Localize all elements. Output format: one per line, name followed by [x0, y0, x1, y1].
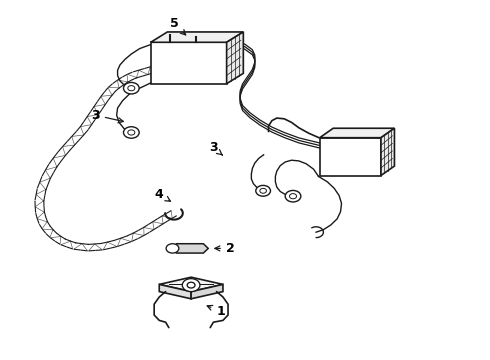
Polygon shape	[381, 128, 394, 176]
Circle shape	[123, 127, 139, 138]
Polygon shape	[176, 244, 208, 253]
Circle shape	[256, 185, 270, 196]
Text: 3: 3	[91, 109, 123, 123]
Circle shape	[128, 86, 135, 91]
Polygon shape	[191, 284, 223, 299]
Circle shape	[187, 282, 195, 288]
Polygon shape	[226, 32, 244, 84]
Text: 2: 2	[215, 242, 235, 255]
Text: 1: 1	[207, 305, 225, 318]
Text: 5: 5	[170, 17, 186, 35]
Polygon shape	[159, 284, 191, 299]
Circle shape	[128, 130, 135, 135]
Circle shape	[182, 279, 200, 292]
Circle shape	[285, 190, 301, 202]
Text: 4: 4	[155, 188, 171, 201]
Polygon shape	[159, 277, 223, 292]
Polygon shape	[319, 128, 394, 138]
Circle shape	[260, 188, 267, 193]
Polygon shape	[319, 138, 381, 176]
Text: 3: 3	[209, 141, 222, 155]
Polygon shape	[151, 42, 226, 84]
Circle shape	[166, 244, 179, 253]
Circle shape	[290, 194, 296, 199]
Circle shape	[123, 82, 139, 94]
Polygon shape	[151, 32, 244, 42]
